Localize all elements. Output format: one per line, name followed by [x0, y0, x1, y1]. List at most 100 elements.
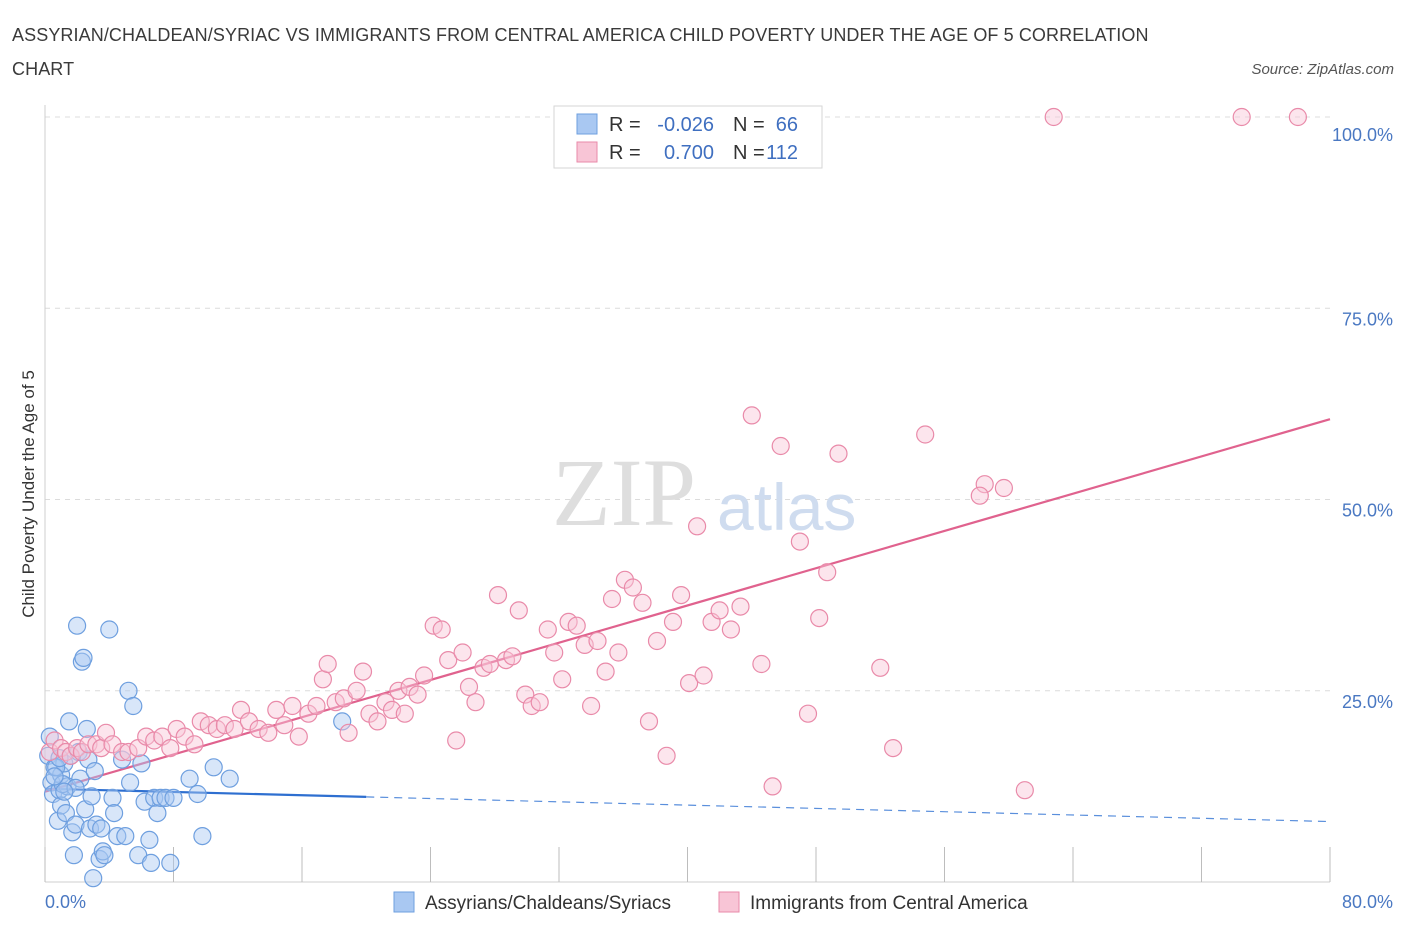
legend-r-label: R =: [609, 114, 641, 136]
y-tick-label: 25.0%: [1342, 692, 1393, 712]
data-point: [771, 436, 790, 456]
data-point: [204, 758, 223, 777]
data-point: [112, 750, 132, 769]
data-point: [516, 685, 535, 704]
data-point: [553, 670, 572, 689]
watermark: ZIP atlas: [552, 439, 856, 546]
data-point: [141, 853, 161, 873]
data-point: [710, 601, 729, 620]
y-axis-title: Child Poverty Under the Age of 5: [19, 370, 38, 618]
data-point: [67, 616, 87, 635]
data-point: [66, 778, 85, 798]
series-0-points: [39, 616, 352, 888]
data-point: [289, 727, 308, 746]
data-point: [871, 658, 890, 677]
source-note: Source: ZipAtlas.com: [1251, 61, 1394, 78]
data-point: [79, 750, 98, 769]
data-point: [283, 696, 302, 716]
data-point: [45, 767, 64, 786]
x-tick-labels: 0.0% 80.0%: [45, 892, 1393, 912]
data-point: [567, 616, 586, 635]
legend-bottom-swatch-1: [718, 891, 740, 913]
data-point: [151, 788, 170, 808]
trend-line-dashed-0: [366, 796, 1331, 823]
data-point: [368, 712, 387, 731]
data-point: [679, 673, 699, 693]
y-tick-label: 75.0%: [1342, 309, 1393, 329]
data-point: [220, 769, 239, 788]
legend-bottom-label-0: Assyrians/Chaldeans/Syriacs: [425, 893, 671, 914]
data-point: [763, 777, 782, 796]
data-point: [121, 773, 140, 792]
data-point: [818, 563, 837, 582]
data-point: [193, 826, 212, 846]
y-tick-labels: 25.0% 50.0% 75.0% 100.0%: [1332, 125, 1393, 712]
data-point: [40, 742, 59, 762]
legend-r-value: -0.026: [657, 114, 714, 136]
legend-r-label: R =: [609, 142, 641, 164]
data-point: [45, 731, 64, 750]
watermark-atlas: atlas: [717, 470, 856, 544]
legend-bottom-label-1: Immigrants from Central America: [750, 893, 1028, 914]
data-point: [439, 650, 458, 670]
data-point: [538, 620, 557, 639]
x-tick-label: 80.0%: [1342, 892, 1393, 912]
data-point: [829, 444, 848, 463]
data-point: [64, 846, 84, 865]
data-point: [694, 666, 713, 685]
data-point: [657, 746, 676, 765]
data-point: [687, 517, 707, 536]
legend-r-value: 0.700: [664, 142, 714, 164]
data-point: [588, 631, 607, 651]
data-point: [459, 677, 479, 697]
data-point: [95, 846, 114, 865]
data-point: [798, 704, 818, 723]
data-point: [623, 578, 643, 597]
axes: [44, 105, 1331, 883]
data-point: [530, 693, 549, 712]
data-point: [307, 696, 326, 716]
data-point: [185, 735, 204, 754]
data-point: [275, 716, 294, 735]
data-point: [975, 475, 994, 494]
data-points: [39, 107, 1308, 888]
y-tick-label: 50.0%: [1342, 501, 1393, 521]
data-point: [408, 685, 427, 704]
data-point: [509, 601, 528, 620]
legend-bottom-swatch-0: [393, 891, 415, 913]
data-point: [333, 712, 352, 731]
data-point: [175, 727, 194, 746]
data-point: [432, 620, 451, 639]
series-1-points: [40, 107, 1308, 800]
data-point: [132, 754, 151, 773]
data-point: [318, 654, 337, 674]
watermark-zip: ZIP: [552, 439, 696, 546]
data-point: [66, 815, 85, 834]
data-point: [339, 723, 358, 742]
data-point: [161, 738, 180, 758]
data-point: [1044, 107, 1063, 127]
data-point: [188, 784, 207, 804]
data-point: [124, 696, 143, 716]
data-point: [103, 788, 122, 808]
data-point: [104, 803, 124, 823]
data-point: [647, 631, 667, 651]
data-point: [395, 704, 414, 723]
data-point: [488, 585, 508, 605]
data-point: [602, 589, 622, 609]
legend-n-value: 112: [766, 142, 798, 164]
data-point: [480, 654, 499, 674]
data-point: [1015, 781, 1034, 800]
data-point: [84, 869, 103, 888]
data-point: [180, 769, 199, 788]
data-point: [92, 819, 111, 838]
data-point: [225, 719, 244, 739]
data-point: [721, 620, 741, 639]
data-point: [671, 585, 691, 605]
data-point: [633, 593, 652, 612]
legend-n-value: 66: [776, 114, 798, 136]
legend-top: R = -0.026 N = 66 R = 0.700 N = 112: [553, 105, 823, 169]
data-point: [453, 643, 472, 662]
data-point: [596, 662, 615, 681]
legend-bottom: Assyrians/Chaldeans/Syriacs Immigrants fr…: [393, 891, 1028, 914]
